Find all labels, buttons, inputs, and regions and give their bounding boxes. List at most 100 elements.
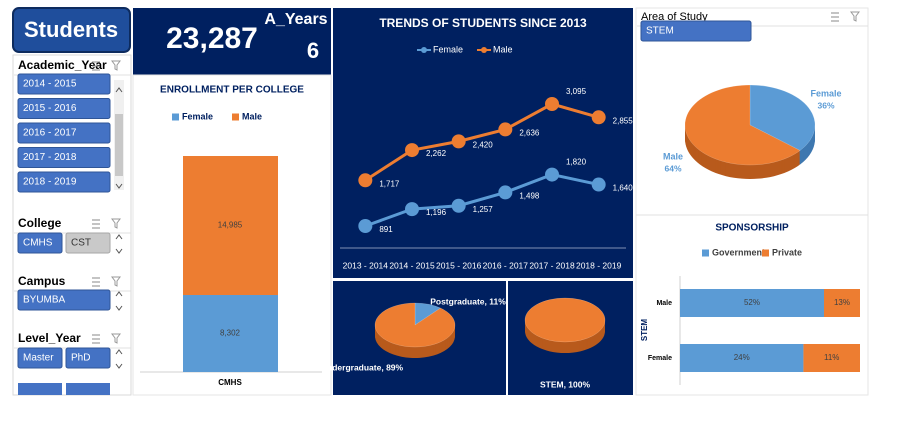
data-label: 11% [824,353,839,362]
bar-segment [680,344,804,372]
point [451,134,466,149]
bar-segment [680,289,824,317]
header-button[interactable] [12,7,131,53]
kpi-panel [133,8,331,75]
slicer-item-label: 2018 - 2019 [23,177,77,188]
y-tick-label: Female [648,355,672,362]
slicer-title: Campus [18,274,66,288]
slicer-item[interactable] [17,73,111,95]
x-tick-label: 2016 - 2017 [483,260,529,270]
x-tick-label: 2017 - 2018 [529,260,575,270]
legend-label: Government [712,247,765,257]
slicer-item-label: CMHS [23,238,53,249]
data-label: 13% [834,298,850,307]
slicer-item-label: Master [23,353,54,364]
y-axis-label: STEM [640,319,649,342]
pie-slice [414,302,442,326]
data-label: 1,498 [519,192,540,201]
slicer-item[interactable] [17,122,111,144]
point [591,110,606,125]
data-label: 2,855 [613,116,634,125]
kpi-total: 23,287 [166,22,258,55]
pie-slice [524,297,606,343]
point [451,198,466,213]
scroll-up [115,87,123,93]
pie-data-label: 36% [817,100,834,110]
pie-category-label: Female [810,88,841,98]
multi-select-icon [831,12,839,22]
legend-label: Female [433,44,463,54]
multi-select-icon [92,61,100,71]
data-label: 1,196 [426,208,447,217]
header-button-label: Students [24,17,118,42]
slicer-title: Area of Study [641,11,708,23]
scroll-thumb [115,114,123,176]
scroll-up [115,234,123,240]
data-label: 891 [379,225,393,234]
clear-filter-icon [111,276,121,287]
slicer-item-label: STEM [646,26,674,37]
legend-swatch [762,249,769,257]
slicer-item-label: 2016 - 2017 [23,128,77,139]
pie-data-label: 64% [664,163,681,173]
data-label: 14,985 [218,221,243,230]
slicer-item-label: CST [71,238,91,249]
clear-filter-icon [111,60,121,71]
x-tick-label: 2018 - 2019 [576,260,622,270]
x-tick-label: 2013 - 2014 [343,260,389,270]
data-label: 52% [744,298,760,307]
right-panel [635,7,869,396]
legend-marker [421,47,427,53]
slicer-item[interactable] [17,147,111,168]
slicer-item[interactable] [65,232,111,254]
pie-slice [684,84,801,166]
slicer-item[interactable] [17,171,111,193]
legend-swatch [702,249,709,257]
legend-label: Male [242,111,262,121]
slicer-item-clipped [18,383,62,395]
multi-select-icon [92,277,100,287]
data-label: 1,640 [613,184,634,193]
chart-title: SPONSORSHIP [715,223,789,234]
pie-slice [749,84,816,151]
slicer-item[interactable] [17,289,111,311]
point [591,177,606,192]
kpi-years-label: A_Years [264,11,327,28]
data-label: 1,820 [566,158,587,167]
point [358,219,373,233]
data-label: 1,257 [473,205,494,214]
page-bottom [0,396,897,430]
slicer-item[interactable] [640,20,752,42]
legend-label: Private [772,247,802,257]
legend-swatch [232,113,239,121]
point [545,167,559,182]
slicer-item[interactable] [17,347,63,369]
scroll-up [115,349,123,355]
slicer-item[interactable] [17,98,111,119]
data-label: 3,095 [566,87,587,96]
x-tick-label: CMHS [218,378,242,387]
legend-label: Female [182,111,213,121]
slicer-title: Level_Year [18,331,81,345]
y-tick-label: Male [656,300,672,307]
point [405,202,419,217]
pie-data-label: STEM, 100% [540,379,591,389]
data-label: 1,717 [379,179,400,188]
legend-label: Male [493,44,513,54]
scroll-down [115,248,123,254]
data-label: 2,262 [426,149,447,158]
pie-slice [374,302,456,348]
slicer-item[interactable] [17,232,63,254]
slicer-item[interactable] [65,347,111,369]
data-label: 24% [734,353,750,362]
slicer-item-label: PhD [71,353,90,364]
scroll-down [115,183,123,189]
point [405,143,419,158]
scroll-down [115,363,123,369]
point [358,173,373,188]
point [545,97,559,111]
slicer-item-label: 2015 - 2016 [23,103,77,114]
data-label: 2,636 [519,129,540,138]
bar-segment [803,344,860,372]
